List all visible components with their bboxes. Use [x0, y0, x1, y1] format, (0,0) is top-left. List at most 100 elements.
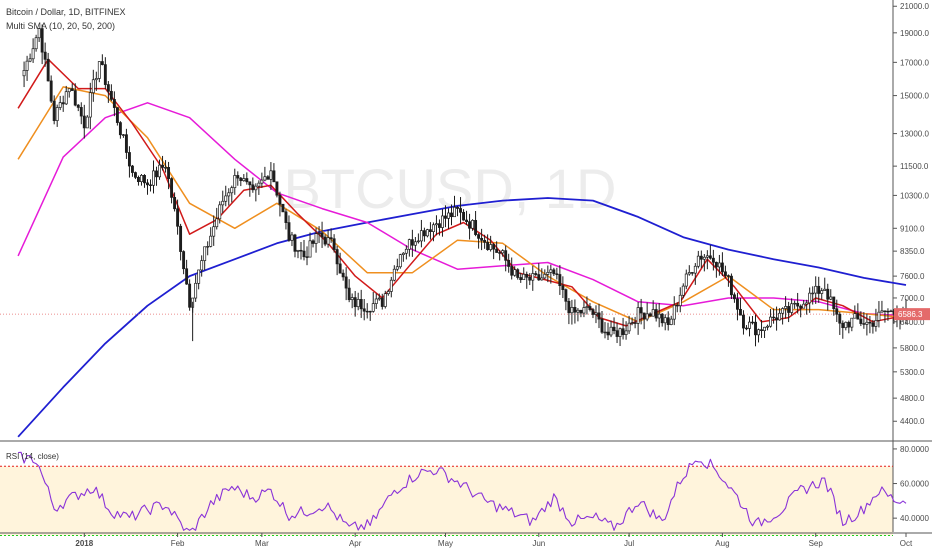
candle: [787, 301, 791, 323]
candle: [149, 179, 152, 192]
candle: [699, 250, 703, 269]
candle-body: [766, 325, 770, 328]
candle-body: [624, 330, 628, 335]
candle: [37, 27, 41, 42]
candle-body: [37, 28, 41, 39]
candle: [480, 228, 484, 251]
candle-body: [290, 234, 294, 241]
candle-body: [149, 184, 152, 186]
candle-body: [323, 236, 327, 245]
candle-body: [380, 297, 384, 307]
candle-body: [699, 255, 703, 260]
candle-body: [618, 328, 622, 337]
candle-body: [769, 316, 773, 327]
candle-body: [305, 256, 309, 258]
candle: [170, 177, 174, 204]
candle: [853, 305, 857, 319]
time-axis[interactable]: 2018 Feb Mar Apr May Jun Jul Aug Sep Oct: [75, 533, 913, 548]
candle-body: [558, 274, 562, 287]
candle-body: [588, 306, 592, 310]
indicator-legend[interactable]: Multi SMA (10, 20, 50, 200): [6, 21, 115, 31]
candle: [534, 270, 538, 277]
candle: [311, 239, 315, 248]
candle: [22, 61, 26, 88]
candle-body: [140, 175, 143, 183]
candle: [823, 277, 827, 291]
candle-body: [573, 307, 577, 313]
candle: [666, 311, 670, 331]
candle-body: [856, 313, 860, 320]
candle-body: [820, 290, 824, 294]
candle: [498, 250, 502, 261]
candle-body: [519, 277, 523, 281]
candle-body: [70, 88, 74, 91]
candle: [392, 265, 396, 282]
candle-body: [732, 294, 736, 300]
candle: [103, 57, 107, 90]
time-tick-label: 2018: [75, 539, 93, 548]
candle: [398, 253, 402, 269]
candle-body: [657, 313, 661, 319]
candle: [266, 175, 270, 180]
candle: [847, 320, 851, 334]
candle: [865, 313, 869, 336]
candle: [630, 317, 634, 326]
candle: [507, 253, 511, 273]
candle: [269, 162, 273, 190]
candle-body: [639, 307, 643, 314]
candle-body: [161, 164, 164, 168]
candle-body: [188, 283, 192, 308]
rsi-axis[interactable]: 80.0000 60.0000 40.0000: [893, 445, 929, 523]
candle-body: [615, 330, 619, 337]
candle: [46, 52, 50, 82]
candle-body: [522, 273, 526, 281]
candle: [85, 115, 89, 129]
candle-body: [760, 329, 763, 331]
candle-body: [714, 261, 718, 268]
candle: [161, 155, 164, 171]
price-axis[interactable]: 21000.0 19000.0 17000.0 15000.0 13000.0 11500…: [893, 2, 929, 426]
candle: [714, 261, 718, 278]
candle: [525, 271, 529, 289]
candle-body: [302, 250, 306, 258]
candle: [606, 322, 610, 340]
candle-body: [407, 239, 411, 250]
candle-body: [46, 58, 50, 82]
candle: [444, 205, 447, 228]
candle: [67, 88, 71, 98]
candle-body: [868, 321, 872, 324]
candle: [546, 265, 550, 283]
candle: [260, 172, 264, 188]
price-tick-label: 4400.0: [900, 417, 925, 426]
candle: [678, 287, 682, 313]
candle: [543, 269, 547, 280]
candle-body: [401, 252, 405, 256]
candle-body: [447, 212, 450, 219]
rsi-legend[interactable]: RSI (14, close): [6, 452, 59, 461]
candle-body: [326, 237, 330, 245]
candle-body: [543, 273, 547, 279]
candle-body: [835, 308, 839, 315]
candle-body: [212, 226, 216, 237]
candle: [371, 292, 375, 313]
candle: [350, 293, 354, 309]
candle-body: [751, 321, 754, 324]
candle-body: [705, 255, 709, 258]
candle-body: [251, 184, 255, 191]
candle: [835, 299, 839, 322]
candle: [251, 177, 255, 193]
candle-body: [570, 307, 574, 314]
candle-body: [67, 88, 71, 93]
candle: [790, 298, 794, 316]
candle: [859, 311, 863, 327]
candle-body: [40, 28, 44, 53]
candle-body: [549, 269, 553, 273]
candle: [209, 227, 213, 248]
candle-body: [666, 317, 670, 325]
candle: [739, 298, 742, 316]
candle: [284, 209, 288, 230]
candle: [693, 263, 697, 285]
candle: [624, 321, 628, 340]
candle: [438, 219, 441, 236]
candle: [769, 308, 773, 328]
